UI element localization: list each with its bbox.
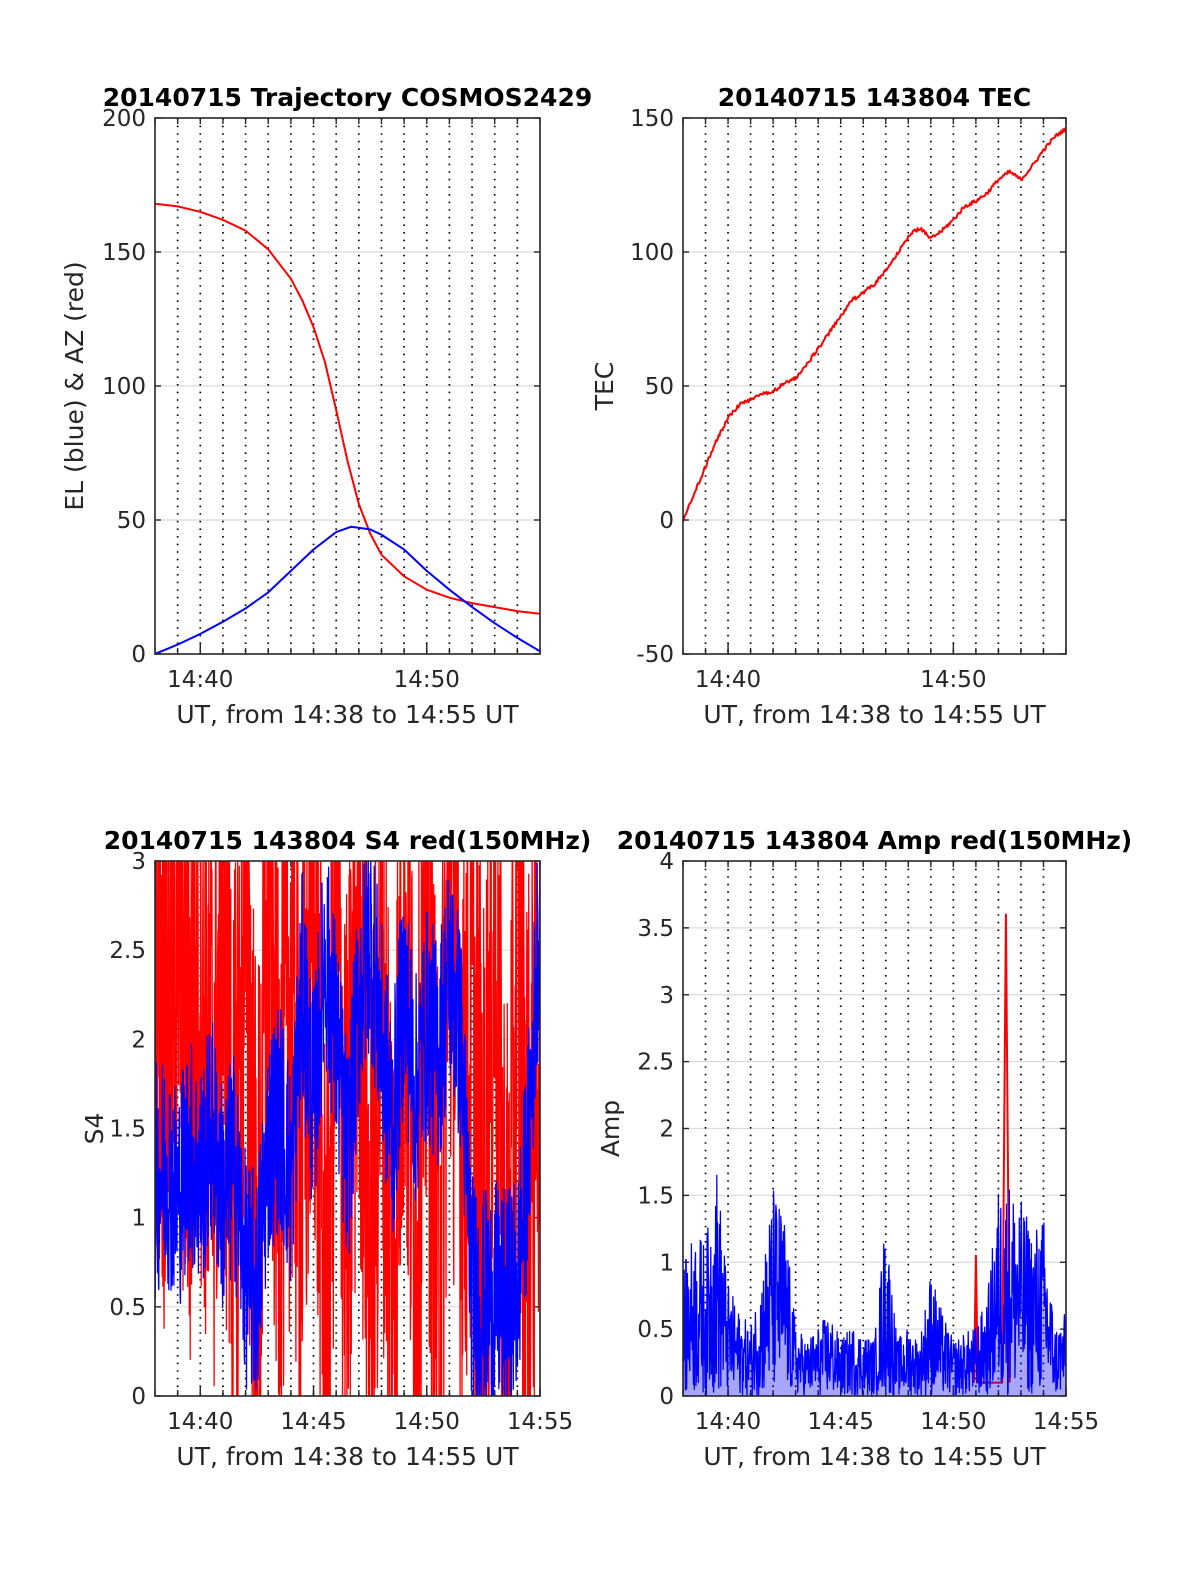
- y-tick-label: 2.5: [637, 1050, 674, 1076]
- chart-title: 20140715 Trajectory COSMOS2429: [103, 83, 593, 112]
- x-axis-label: UT, from 14:38 to 14:55 UT: [703, 1442, 1046, 1471]
- y-axis-label: TEC: [590, 362, 619, 412]
- y-tick-label: 0: [659, 1384, 674, 1410]
- plot-frame: [682, 117, 1067, 655]
- series-line-1: [155, 861, 540, 1396]
- y-axis-label: S4: [80, 1113, 109, 1145]
- series-line-2: [155, 525, 540, 654]
- y-axis-label: Amp: [596, 1100, 625, 1157]
- chart-title: 20140715 143804 S4 red(150MHz): [104, 826, 592, 855]
- y-tick-label: 3: [131, 849, 146, 875]
- plot-frame: [154, 117, 541, 655]
- x-tick-label: 14:50: [394, 1409, 460, 1435]
- y-tick-label: -50: [636, 642, 674, 668]
- y-tick-label: 0: [131, 1384, 146, 1410]
- x-tick-label: 14:40: [695, 667, 761, 693]
- y-tick-label: 100: [102, 374, 146, 400]
- y-tick-label: 1: [659, 1250, 674, 1276]
- series-line-1: [155, 202, 540, 615]
- x-tick-label: 14:45: [808, 1409, 874, 1435]
- y-tick-label: 2: [659, 1117, 674, 1143]
- y-tick-label: 150: [102, 240, 146, 266]
- y-tick-label: 0.5: [109, 1295, 146, 1321]
- x-axis-label: UT, from 14:38 to 14:55 UT: [703, 700, 1046, 729]
- y-tick-label: 100: [630, 240, 674, 266]
- y-tick-label: 2.5: [109, 938, 146, 964]
- y-tick-label: 0: [131, 642, 146, 668]
- chart-panel-4: 0 0.5 1 1.5 2 2.5 3 3.5 4 14:40 14:45 14:50 14:55 201…: [596, 826, 1132, 1471]
- chart-title: 20140715 143804 Amp red(150MHz): [617, 826, 1133, 855]
- x-tick-label: 14:50: [394, 667, 460, 693]
- y-tick-label: 1.5: [637, 1183, 674, 1209]
- series-line-2: [683, 1174, 1066, 1396]
- y-tick-label: 3.5: [637, 916, 674, 942]
- x-tick-label: 14:55: [507, 1409, 573, 1435]
- plot-frame: [682, 860, 1067, 1397]
- x-tick-label: 14:40: [167, 667, 233, 693]
- x-axis-label: UT, from 14:38 to 14:55 UT: [176, 700, 519, 729]
- series-line-1: [683, 127, 1066, 523]
- y-tick-label: 50: [117, 508, 146, 534]
- y-tick-label: 2: [131, 1027, 146, 1053]
- x-tick-label: 14:50: [920, 667, 986, 693]
- y-tick-label: 3: [659, 983, 674, 1009]
- chart-panel-1: 0 50 100 150 200 14:40 14:50 20140715 Trajector…: [60, 83, 592, 729]
- y-axis-label: EL (blue) & AZ (red): [60, 261, 89, 510]
- y-tick-label: 200: [102, 106, 146, 132]
- y-tick-label: 0: [659, 508, 674, 534]
- series-area-2: [683, 1175, 1066, 1396]
- series-line-2: [155, 861, 540, 1396]
- y-tick-label: 1.5: [109, 1117, 146, 1143]
- chart-panel-3: 0 0.5 1 1.5 2 2.5 3 14:40 14:45 14:50 14:55 2014071…: [80, 826, 591, 1471]
- y-tick-label: 0.5: [637, 1317, 674, 1343]
- y-tick-label: 1: [131, 1206, 146, 1232]
- chart-panel-2: -50 0 50 100 150 14:40 14:50 20140715 143804 TE…: [590, 83, 1067, 729]
- chart-title: 20140715 143804 TEC: [718, 83, 1031, 112]
- x-tick-label: 14:40: [167, 1409, 233, 1435]
- x-tick-label: 14:50: [920, 1409, 986, 1435]
- x-tick-label: 14:40: [695, 1409, 761, 1435]
- y-tick-label: 4: [659, 849, 674, 875]
- x-tick-label: 14:55: [1033, 1409, 1099, 1435]
- y-tick-label: 50: [645, 374, 674, 400]
- x-tick-label: 14:45: [280, 1409, 346, 1435]
- y-tick-label: 150: [630, 106, 674, 132]
- x-axis-label: UT, from 14:38 to 14:55 UT: [176, 1442, 519, 1471]
- plot-frame: [154, 860, 541, 1397]
